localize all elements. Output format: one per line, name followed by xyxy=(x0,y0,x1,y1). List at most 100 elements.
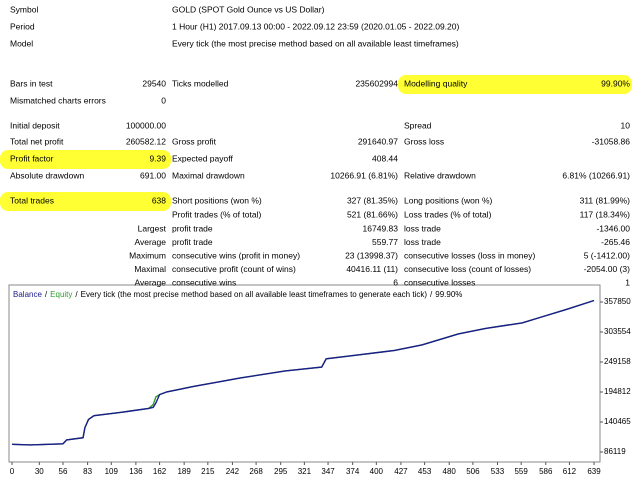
stat-value: 40416.11 (11) xyxy=(346,264,398,274)
x-tick-label: 215 xyxy=(201,467,215,476)
legend-separator: / xyxy=(75,290,78,299)
stat-label: consecutive wins (profit in money) xyxy=(172,250,300,260)
highlight xyxy=(0,192,171,211)
stat-value: 29540 xyxy=(142,78,166,88)
x-tick-label: 453 xyxy=(418,467,432,476)
series-line xyxy=(11,299,595,446)
stat-value: 638 xyxy=(152,195,166,205)
x-tick-label: 30 xyxy=(35,467,44,476)
row-group: Maximal xyxy=(134,264,166,274)
x-tick-label: 400 xyxy=(370,467,384,476)
chart-frame xyxy=(8,284,601,463)
x-tick-label: 533 xyxy=(491,467,505,476)
legend-entry: Equity xyxy=(50,290,72,299)
y-tick-label: 249158 xyxy=(604,357,631,366)
stat-label: Gross loss xyxy=(404,136,444,146)
x-tick-label: 268 xyxy=(249,467,263,476)
x-tick-label: 136 xyxy=(129,467,143,476)
header-value: Every tick (the most precise method base… xyxy=(172,38,459,48)
stat-label: Initial deposit xyxy=(10,120,60,130)
x-tick-label: 427 xyxy=(394,467,408,476)
stat-label: Profit factor xyxy=(10,153,54,163)
stat-label: profit trade xyxy=(172,237,213,247)
stat-value: 1 xyxy=(625,277,630,287)
y-tick-label: 194812 xyxy=(604,387,631,396)
stat-label: Short positions (won %) xyxy=(172,195,262,205)
stat-label: consecutive profit (count of wins) xyxy=(172,264,296,274)
stat-label: Relative drawdown xyxy=(404,170,476,180)
header-label: Symbol xyxy=(10,4,38,14)
x-tick-label: 559 xyxy=(514,467,528,476)
header-value: GOLD (SPOT Gold Ounce vs US Dollar) xyxy=(172,4,325,14)
stat-value: 6.81% (10266.91) xyxy=(562,170,630,180)
x-tick-label: 189 xyxy=(177,467,191,476)
x-tick-label: 295 xyxy=(274,467,288,476)
stat-value: 10 xyxy=(621,120,631,130)
stat-label: consecutive losses xyxy=(404,277,475,287)
stat-label: loss trade xyxy=(404,223,441,233)
stat-label: Loss trades (% of total) xyxy=(404,209,492,219)
stat-label: Bars in test xyxy=(10,78,53,88)
stat-value: 99.90% xyxy=(601,78,630,88)
highlight xyxy=(398,75,632,94)
stat-value: 10266.91 (6.81%) xyxy=(330,170,398,180)
stat-value: 260582.12 xyxy=(126,136,166,146)
header-value: 1 Hour (H1) 2017.09.13 00:00 - 2022.09.1… xyxy=(172,21,459,31)
stat-value: 408.44 xyxy=(372,153,398,163)
stat-label: Ticks modelled xyxy=(172,78,229,88)
x-tick-label: 639 xyxy=(587,467,601,476)
y-tick-label: 357850 xyxy=(604,297,631,306)
stat-label: Long positions (won %) xyxy=(404,195,493,205)
x-tick-label: 162 xyxy=(153,467,167,476)
legend: Balance / Equity / Every tick (the most prec… xyxy=(13,290,462,299)
stat-label: Gross profit xyxy=(172,136,217,146)
row-group: Maximum xyxy=(129,250,166,260)
header-label: Period xyxy=(10,21,35,31)
x-tick-label: 347 xyxy=(321,467,335,476)
x-tick-label: 506 xyxy=(466,467,480,476)
legend-quality: 99.90% xyxy=(435,290,462,299)
stat-label: Profit trades (% of total) xyxy=(172,209,261,219)
stat-value: 691.00 xyxy=(140,170,166,180)
stat-value: 311 (81.99%) xyxy=(580,195,631,205)
x-tick-label: 0 xyxy=(10,467,15,476)
stat-label: Mismatched charts errors xyxy=(10,95,106,105)
legend-annotation: Every tick (the most precise method base… xyxy=(81,290,428,299)
row-group: Largest xyxy=(138,223,167,233)
stat-value: 0 xyxy=(161,95,166,105)
stat-label: Expected payoff xyxy=(172,153,233,163)
x-tick-label: 109 xyxy=(105,467,119,476)
stat-value: 235602994 xyxy=(355,78,398,88)
stat-value: 327 (81.35%) xyxy=(347,195,398,205)
stat-label: Total trades xyxy=(10,195,54,205)
highlight xyxy=(0,150,171,169)
content: Symbol GOLD (SPOT Gold Ounce vs US Dollar… xyxy=(10,4,631,476)
y-tick-label: 303554 xyxy=(604,327,631,336)
stat-value: -265.46 xyxy=(601,237,630,247)
stat-value: -31058.86 xyxy=(592,136,631,146)
row-group: Average xyxy=(134,277,166,287)
stat-label: loss trade xyxy=(404,237,441,247)
stat-value: 291640.97 xyxy=(358,136,398,146)
x-tick-label: 321 xyxy=(298,467,312,476)
stat-value: 6 xyxy=(393,277,398,287)
stat-value: 16749.83 xyxy=(363,223,399,233)
stat-label: Total net profit xyxy=(10,136,64,146)
x-tick-label: 374 xyxy=(346,467,360,476)
row-group: Average xyxy=(134,237,166,247)
legend-separator: / xyxy=(45,290,48,299)
stat-label: Modelling quality xyxy=(404,78,468,88)
stat-value: -2054.00 (3) xyxy=(584,264,630,274)
stat-value: 5 (-1412.00) xyxy=(584,250,630,260)
stat-value: 559.77 xyxy=(372,237,398,247)
stat-value: 521 (81.66%) xyxy=(347,209,398,219)
stat-value: 9.39 xyxy=(149,153,166,163)
stat-label: consecutive losses (loss in money) xyxy=(404,250,536,260)
stat-label: consecutive wins xyxy=(172,277,236,287)
header-label: Model xyxy=(10,38,33,48)
y-tick-label: 86119 xyxy=(604,447,626,456)
x-tick-label: 56 xyxy=(59,467,68,476)
legend-separator: / xyxy=(430,290,433,299)
x-tick-label: 83 xyxy=(83,467,92,476)
